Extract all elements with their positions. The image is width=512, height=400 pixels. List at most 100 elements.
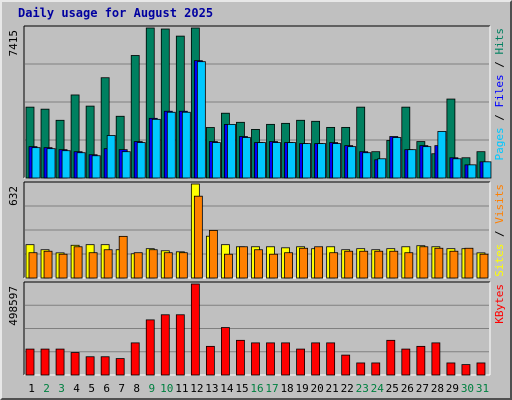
pages-bar — [482, 161, 492, 179]
kbytes-bar — [130, 342, 140, 376]
visits-bar — [374, 250, 384, 279]
visits-bar — [208, 230, 218, 279]
kbytes-bar — [115, 358, 125, 376]
day-label: 7 — [118, 382, 125, 395]
pages-bar — [437, 131, 447, 179]
visits-bar — [404, 252, 414, 279]
visits-bar — [449, 250, 459, 279]
kbytes-bar — [281, 342, 290, 376]
pages-bar — [287, 142, 296, 179]
pages-bar — [347, 146, 357, 179]
day-label: 15 — [235, 382, 248, 395]
pages-bar — [242, 137, 251, 179]
day-label: 26 — [401, 382, 414, 395]
visits-bar — [118, 235, 128, 279]
day-label: 29 — [446, 382, 459, 395]
day-label: 23 — [356, 382, 369, 395]
visits-bar — [269, 253, 278, 279]
visits-bar — [389, 250, 399, 279]
day-label: 19 — [295, 382, 308, 395]
pages-bar — [467, 164, 477, 179]
day-label: 5 — [88, 382, 95, 395]
visits-bar — [163, 252, 173, 279]
hits-files-pages-max-label: 7415 — [7, 30, 20, 57]
kbytes-bar — [401, 348, 411, 376]
kbytes-bar — [461, 364, 471, 376]
pages-bar — [196, 61, 206, 179]
visits-bar — [43, 250, 53, 279]
visits-bar — [299, 247, 308, 279]
hits-files-pages-legend-entry: Files — [493, 74, 506, 107]
day-label: 4 — [73, 382, 80, 395]
kbytes-bar — [341, 354, 351, 376]
visits-bar — [254, 249, 263, 279]
day-label: 30 — [461, 382, 474, 395]
kbytes-bar — [476, 362, 486, 376]
kbytes-bar — [175, 314, 185, 376]
visits-bar — [58, 253, 68, 279]
pages-bar — [272, 142, 281, 179]
pages-bar — [76, 152, 86, 179]
hits-files-pages-legend-entry: / — [493, 55, 506, 75]
day-label: 21 — [326, 382, 339, 395]
hits-files-pages-legend-entry: / — [493, 108, 506, 128]
day-label: 27 — [416, 382, 429, 395]
kbytes-bar — [25, 348, 35, 376]
panel-kbytes: 498597 KBytes — [7, 281, 506, 376]
chart-title: Daily usage for August 2025 — [18, 6, 213, 20]
visits-bar — [103, 249, 113, 279]
hits-files-pages-legend: Pages / Files / Hits — [493, 28, 506, 161]
pages-bar — [181, 111, 191, 179]
kbytes-bar — [446, 362, 456, 376]
visits-bar — [148, 249, 158, 279]
kbytes-bar — [356, 362, 366, 376]
visits-sites-legend-entry: Sites — [493, 244, 506, 277]
pages-bar — [377, 158, 387, 179]
day-label: 8 — [133, 382, 140, 395]
day-label: 14 — [220, 382, 234, 395]
pages-bar — [91, 155, 101, 179]
kbytes-bar — [326, 342, 336, 376]
pages-bar — [332, 143, 342, 179]
kbytes-bar — [431, 342, 441, 376]
day-label: 10 — [160, 382, 173, 395]
pages-bar — [121, 151, 131, 179]
day-label: 28 — [431, 382, 444, 395]
day-label: 2 — [43, 382, 50, 395]
kbytes-bar — [70, 352, 80, 376]
pages-bar — [227, 123, 236, 179]
visits-bar — [359, 250, 369, 279]
hits-files-pages-legend-entry: Pages — [493, 127, 506, 160]
kbytes-bar — [416, 345, 426, 376]
kbytes-bar — [251, 342, 260, 376]
visits-bar — [73, 246, 83, 279]
kbytes-bar — [296, 348, 305, 376]
pages-bar — [46, 148, 56, 179]
kbytes-bar — [311, 342, 321, 376]
day-label: 12 — [190, 382, 203, 395]
hits-files-pages-legend-entry: Hits — [493, 28, 506, 55]
pages-bar — [362, 152, 372, 179]
visits-bar — [419, 246, 429, 279]
day-label: 16 — [250, 382, 263, 395]
kbytes-bar — [85, 356, 95, 376]
day-label: 24 — [371, 382, 385, 395]
visits-sites-max-label: 632 — [7, 186, 20, 206]
day-label: 11 — [175, 382, 188, 395]
day-label: 6 — [103, 382, 110, 395]
day-label: 1 — [28, 382, 35, 395]
kbytes-bar — [236, 339, 245, 376]
visits-bar — [314, 246, 324, 279]
pages-bar — [31, 147, 41, 179]
visits-bar — [178, 252, 188, 279]
kbytes-bar — [100, 356, 110, 376]
kbytes-bar — [221, 327, 230, 376]
kbytes-bar — [266, 342, 275, 376]
panels: 7415 Pages / Files / Hits 632 Sites / Visit… — [7, 25, 506, 376]
panel-visits-sites: 632 Sites / Visits — [7, 181, 506, 279]
kbytes-bar — [386, 339, 396, 376]
pages-bar — [106, 135, 116, 179]
visits-bar — [133, 252, 143, 279]
visits-bar — [479, 253, 489, 279]
